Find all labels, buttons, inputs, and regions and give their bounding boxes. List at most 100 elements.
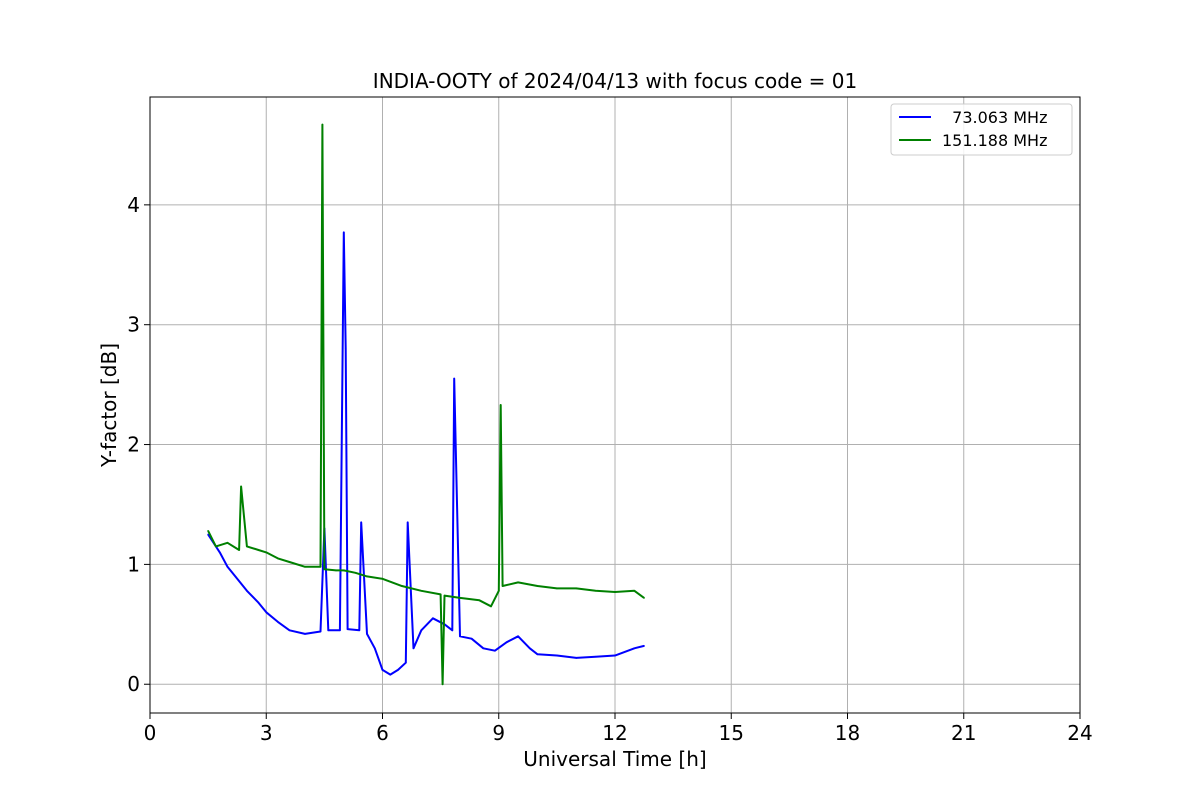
data-point [304, 633, 306, 635]
data-point [366, 633, 368, 635]
x-tick-label: 3 [260, 721, 273, 745]
data-point [207, 533, 209, 536]
data-point [490, 605, 492, 608]
data-point [575, 587, 578, 590]
data-point [389, 673, 392, 676]
data-point [207, 530, 209, 532]
grid [149, 97, 1081, 713]
y-tick-label: 2 [127, 433, 140, 457]
data-point [265, 551, 268, 554]
data-point [459, 635, 461, 638]
data-point [381, 669, 384, 671]
legend-label-151mhz: 151.188 MHz [942, 131, 1047, 150]
data-point [265, 611, 268, 614]
data-point [501, 585, 504, 587]
data-point [451, 629, 454, 632]
data-point [494, 649, 496, 652]
data-point [234, 575, 237, 578]
data-point [594, 590, 597, 592]
data-point [536, 653, 539, 656]
data-point [432, 617, 434, 620]
data-point [360, 521, 363, 524]
data-point [614, 591, 616, 593]
data-point [277, 557, 279, 560]
data-point [343, 231, 345, 234]
data-point [536, 585, 539, 587]
data-point [478, 599, 481, 602]
data-point [246, 545, 248, 548]
data-point [643, 597, 645, 599]
data-point [354, 572, 357, 574]
series-line-1 [207, 123, 645, 686]
data-point [594, 655, 597, 658]
data-point [219, 551, 221, 554]
data-point [633, 590, 636, 592]
y-tick-label: 1 [127, 552, 140, 576]
data-point [517, 635, 519, 638]
x-axis-label: Universal Time [h] [523, 747, 706, 771]
legend-label-73mhz: 73.063 MHz [942, 108, 1047, 127]
x-tick-label: 18 [835, 721, 860, 745]
data-point [381, 578, 384, 580]
data-point [246, 590, 248, 592]
data-point [304, 566, 306, 568]
y-tick-label: 0 [127, 672, 140, 696]
data-point [346, 628, 349, 630]
data-point [556, 587, 558, 590]
data-point [405, 661, 407, 664]
data-point [482, 647, 485, 650]
data-point [358, 629, 361, 632]
data-point [517, 581, 519, 584]
data-point [406, 521, 409, 524]
data-point [556, 654, 558, 657]
data-point [459, 597, 461, 599]
data-point [327, 629, 330, 632]
data-point [499, 404, 502, 406]
data-point [277, 621, 279, 623]
data-point [453, 377, 456, 380]
data-point [498, 590, 500, 592]
x-tick-label: 0 [144, 721, 157, 745]
data-point [321, 123, 324, 126]
data-point [226, 566, 229, 568]
x-tick-label: 12 [602, 721, 627, 745]
y-tick-label: 4 [127, 193, 140, 217]
data-point [288, 561, 291, 563]
data-point [323, 568, 326, 570]
data-point [344, 347, 347, 350]
data-point [420, 590, 423, 592]
y-axis-label: Y-factor [dB] [97, 343, 121, 468]
data-point [643, 645, 645, 647]
data-point [401, 585, 403, 587]
data-point [343, 569, 345, 572]
data-point [420, 629, 423, 632]
data-point [339, 629, 341, 632]
data-point [319, 630, 322, 633]
x-tick-label: 9 [492, 721, 505, 745]
data-point [529, 647, 531, 650]
data-point [439, 593, 442, 596]
data-point [575, 657, 578, 659]
legend-frame [890, 103, 1073, 156]
data-point [288, 629, 291, 632]
data-point [443, 594, 446, 597]
data-point [374, 647, 376, 650]
chart-title: INDIA-OOTY of 2024/04/13 with focus code… [373, 69, 857, 93]
data-point [441, 683, 444, 685]
data-point [335, 569, 337, 572]
data-point [240, 485, 242, 488]
y-tick-label: 3 [127, 313, 140, 337]
data-point [366, 575, 368, 578]
data-point [470, 637, 473, 640]
data-point [238, 549, 240, 551]
x-tick-label: 6 [376, 721, 389, 745]
data-point [319, 566, 322, 568]
data-point [215, 545, 217, 548]
data-point [226, 542, 229, 544]
data-point [397, 669, 399, 671]
x-tick-label: 21 [951, 721, 976, 745]
data-point [505, 641, 508, 644]
series-line-0 [207, 231, 645, 676]
